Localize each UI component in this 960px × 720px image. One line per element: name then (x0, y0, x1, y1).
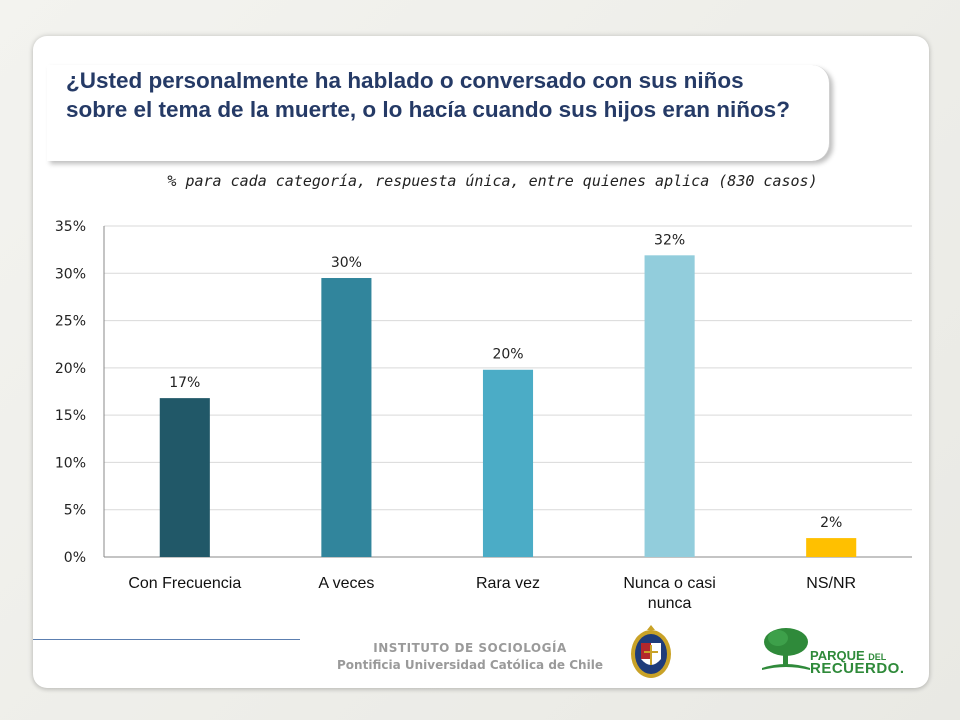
title-box (47, 65, 830, 161)
x-tick-label: A veces (318, 575, 374, 592)
institute-name: INSTITUTO DE SOCIOLOGÍA Pontificia Unive… (300, 640, 640, 674)
y-tick-label: 30% (55, 266, 86, 282)
y-tick-label: 35% (55, 219, 86, 235)
parque-del-recuerdo-logo-icon (762, 628, 810, 670)
x-tick-label: Con Frecuencia (128, 575, 241, 592)
data-label: 2% (820, 515, 842, 531)
bar (482, 369, 534, 557)
y-tick-label: 15% (55, 408, 86, 424)
bar (159, 398, 210, 557)
institute-line1: INSTITUTO DE SOCIOLOGÍA (373, 641, 567, 655)
y-tick-label: 25% (55, 314, 86, 330)
data-label: 30% (331, 255, 362, 271)
x-tick-label: nunca (648, 595, 692, 612)
x-tick-label: Rara vez (476, 575, 540, 592)
bar (644, 255, 695, 557)
x-tick-label: NS/NR (806, 575, 856, 592)
chart-subtitle: % para cada categoría, respuesta única, … (167, 172, 818, 190)
data-label: 20% (492, 347, 523, 363)
chart-title: ¿Usted personalmente ha hablado o conver… (66, 68, 790, 122)
data-label: 17% (169, 375, 200, 391)
bar (806, 538, 857, 557)
y-tick-label: 5% (64, 503, 86, 519)
logo-text-line2: RECUERDO. (810, 660, 905, 677)
y-tick-label: 20% (55, 361, 86, 377)
x-tick-label: Nunca o casi (623, 575, 716, 592)
footer-divider (33, 639, 300, 640)
university-crest-icon (631, 625, 671, 678)
institute-line2: Pontificia Universidad Católica de Chile (337, 658, 603, 672)
bar (321, 278, 372, 557)
y-tick-label: 10% (55, 455, 86, 471)
logo-text-line1: PARQUE DEL (810, 648, 887, 663)
y-tick-label: 0% (64, 550, 86, 566)
data-label: 32% (654, 232, 685, 248)
